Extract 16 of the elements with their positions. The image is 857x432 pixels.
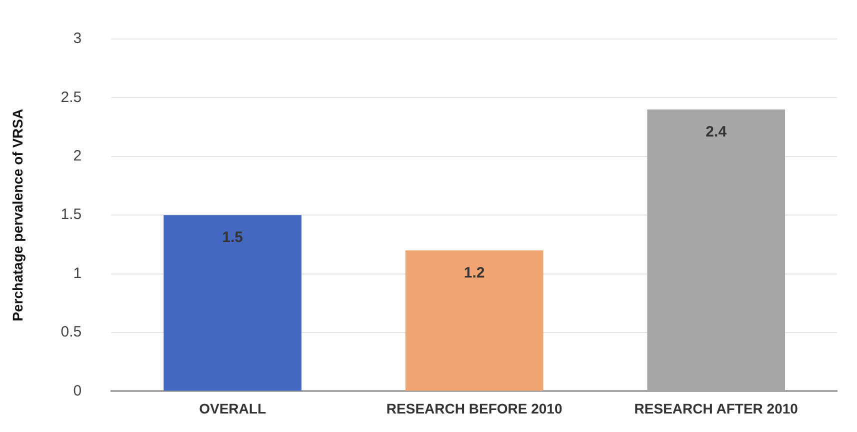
y-tick-label: 2 [73,148,82,165]
y-tick-label: 1 [73,264,82,282]
bar [164,215,302,391]
bar [405,250,544,391]
y-tick-label: 2.5 [60,88,82,106]
x-tick-label: RESEARCH BEFORE 2010 [386,400,562,416]
data-label: 1.2 [464,264,485,282]
x-tick-label: OVERALL [199,400,266,416]
y-tick-label: 3 [73,30,82,48]
y-tick-label: 0.5 [60,324,82,341]
y-tick-label: 1.5 [60,206,82,224]
y-tick-label: 0 [73,382,82,400]
data-label: 1.5 [222,229,243,246]
x-tick-label: RESEARCH AFTER 2010 [634,400,798,416]
data-label: 2.4 [706,124,728,141]
y-axis-title: Perchatage pervalence of VRSA [9,108,26,322]
